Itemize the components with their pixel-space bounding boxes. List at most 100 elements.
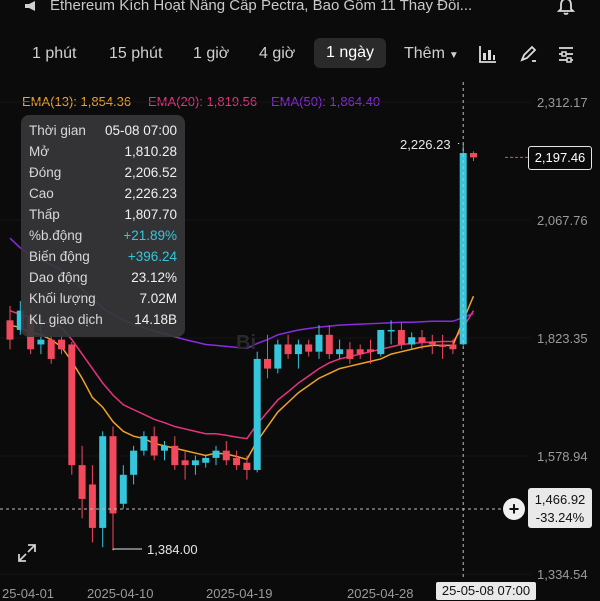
candle-body xyxy=(418,337,426,343)
tab-1-minute[interactable]: 1 phút xyxy=(32,45,77,62)
tooltip-key: Khối lượng xyxy=(29,291,96,306)
candle-body xyxy=(336,349,344,355)
tooltip-key: Đóng xyxy=(29,165,62,180)
tooltip-value: 7.02M xyxy=(139,291,177,306)
tooltip-row: Mở 1,810.28 xyxy=(29,144,177,162)
candle-body xyxy=(212,450,220,458)
candle-body xyxy=(346,349,354,359)
tooltip-value: 05-08 07:00 xyxy=(104,123,177,138)
tooltip-value: 23.12% xyxy=(131,270,177,285)
candle-body xyxy=(58,339,65,350)
more-label: Thêm xyxy=(404,45,445,62)
megaphone-icon xyxy=(25,1,35,11)
candle-body xyxy=(325,334,333,355)
high-price-marker: 2,226.23 xyxy=(400,137,451,152)
tooltip-key: %b.động xyxy=(29,228,83,243)
candle-body xyxy=(6,320,14,340)
candle-body xyxy=(377,329,385,355)
candle-body xyxy=(356,349,364,355)
caret-down-icon: ▼ xyxy=(448,50,459,61)
tooltip-key: Mở xyxy=(29,144,50,159)
low-price-marker: 1,384.00 xyxy=(147,542,198,557)
candle-body xyxy=(439,344,447,347)
candle-body xyxy=(397,329,405,345)
candle-body xyxy=(408,337,416,345)
candle-body xyxy=(181,460,189,466)
candle-body xyxy=(88,484,96,528)
candle-body xyxy=(191,460,199,466)
draw-pen-icon[interactable] xyxy=(518,44,538,64)
candle-body xyxy=(37,339,45,345)
crosshair-price: 1,466.92 xyxy=(534,492,586,507)
candle-body xyxy=(161,445,168,451)
tooltip-key: Biến động xyxy=(29,249,90,264)
candle-body xyxy=(428,342,436,345)
tooltip-key: Dao động xyxy=(29,270,88,285)
tooltip-row: Thời gian 05-08 07:00 xyxy=(29,123,177,141)
candle-body xyxy=(222,450,230,461)
ema13-line xyxy=(9,295,475,461)
current-price-box: 2,197.46 xyxy=(528,146,592,170)
price-tick: 2,067.76 xyxy=(537,213,588,228)
bell-icon[interactable] xyxy=(556,0,576,16)
article-title[interactable]: Ethereum Kích Hoạt Nâng Cấp Pectra, Bao … xyxy=(50,0,473,14)
date-tick: 25-04-01 xyxy=(2,586,55,601)
tab-4-hours[interactable]: 4 giờ xyxy=(259,45,296,62)
candle-body xyxy=(284,344,292,355)
bar-chart-icon[interactable] xyxy=(478,44,498,64)
plus-icon[interactable]: + xyxy=(503,498,525,520)
tab-1-hour[interactable]: 1 giờ xyxy=(193,45,230,62)
candle-body xyxy=(233,457,241,466)
tooltip-value: +21.89% xyxy=(123,228,177,243)
tooltip-row: Khối lượng 7.02M xyxy=(29,291,177,309)
title-bar: Ethereum Kích Hoạt Nâng Cấp Pectra, Bao … xyxy=(0,0,600,20)
tooltip-value: 1,810.28 xyxy=(124,144,177,159)
candle-body xyxy=(150,436,158,456)
tooltip-row: Thấp 1,807.70 xyxy=(29,207,177,225)
tooltip-row: Dao động 23.12% xyxy=(29,270,177,288)
tooltip-key: KL giao dịch xyxy=(29,312,103,327)
candle-body xyxy=(16,310,24,330)
tooltip-key: Thấp xyxy=(29,207,60,222)
timeframe-bar: 1 phút 15 phút 1 giờ 4 giờ 1 ngày Thêm ▼ xyxy=(0,36,600,72)
tab-15-minutes[interactable]: 15 phút xyxy=(109,45,163,62)
tooltip-value: +396.24 xyxy=(127,249,177,264)
crosshair-price-box: 1,466.92 -33.24% xyxy=(528,488,592,528)
expand-icon[interactable] xyxy=(16,542,38,564)
candle-body xyxy=(315,334,323,352)
price-tick: 1,578.94 xyxy=(537,449,588,464)
tooltip-value: 1,807.70 xyxy=(124,207,177,222)
date-tick: 2025-04-19 xyxy=(206,586,273,601)
tooltip-key: Cao xyxy=(29,186,54,201)
candle-body xyxy=(99,436,107,528)
tab-1-day[interactable]: 1 ngày xyxy=(314,38,387,68)
candle-body xyxy=(305,344,313,352)
date-tick: 2025-04-10 xyxy=(87,586,154,601)
candle-body xyxy=(68,344,76,466)
chart-overlay xyxy=(0,82,528,580)
candle-body xyxy=(459,153,467,345)
ema20-line xyxy=(9,309,475,440)
tooltip-row: KL giao dịch 14.18B xyxy=(29,312,177,330)
more-dropdown[interactable]: Thêm ▼ xyxy=(404,45,459,63)
tooltip-key: Thời gian xyxy=(29,123,86,138)
tooltip-row: Biến động +396.24 xyxy=(29,249,177,267)
price-tick: 1,334.54 xyxy=(537,567,588,582)
tooltip-row: Đóng 2,206.52 xyxy=(29,165,177,183)
candle-body xyxy=(109,436,117,514)
tooltip-value: 2,226.23 xyxy=(124,186,177,201)
crosshair-change: -33.24% xyxy=(535,510,585,525)
ohlc-tooltip: Thời gian 05-08 07:00 Mở 1,810.28 Đóng 2,206.… xyxy=(21,115,185,337)
candle-body xyxy=(171,445,179,466)
indicator-settings-icon[interactable] xyxy=(556,44,576,64)
date-tick: 2025-04-28 xyxy=(347,586,414,601)
candle-body xyxy=(140,436,148,451)
candle-body xyxy=(243,462,251,470)
candle-body xyxy=(264,358,271,369)
candle-body xyxy=(202,457,210,463)
candle-body xyxy=(78,465,86,499)
candle-body xyxy=(253,358,261,470)
candle-body xyxy=(449,344,457,350)
candle-body xyxy=(274,344,282,369)
